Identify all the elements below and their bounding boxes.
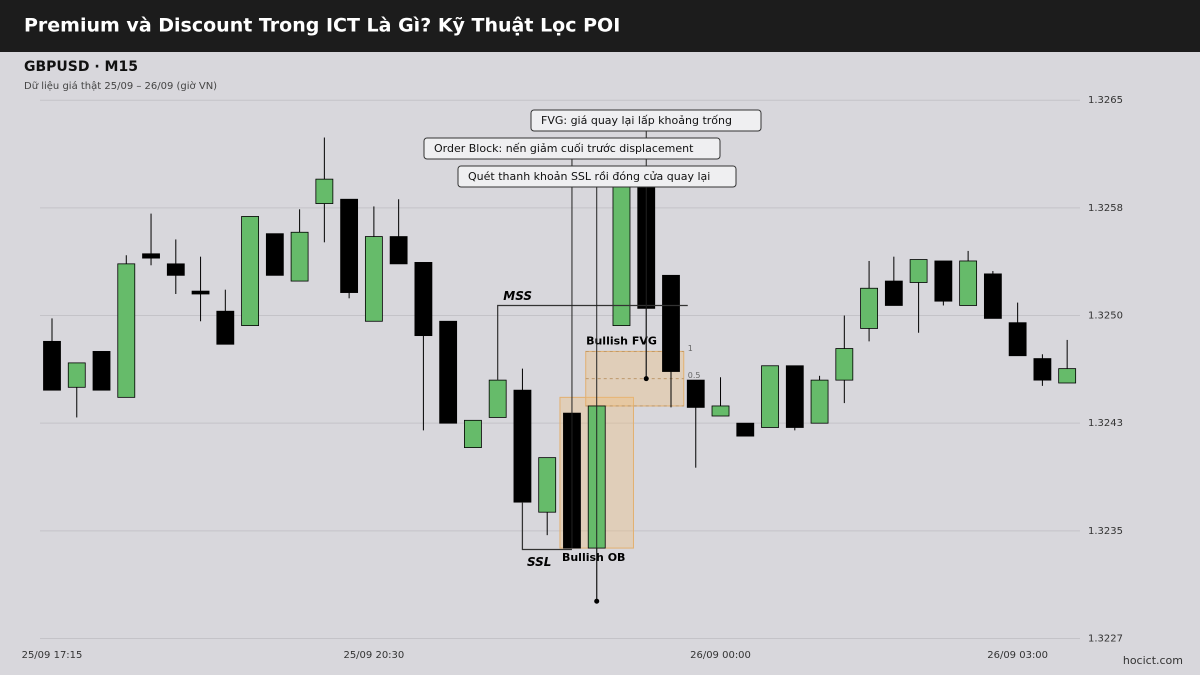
candle-body bbox=[92, 351, 111, 391]
mss-label: MSS bbox=[503, 289, 532, 303]
candle-body bbox=[736, 422, 755, 437]
candle-body bbox=[983, 273, 1002, 319]
candle-body bbox=[884, 280, 903, 306]
candle-body bbox=[315, 178, 334, 204]
callout-dot bbox=[643, 376, 649, 382]
candle-body bbox=[290, 231, 309, 282]
callout-text: Quét thanh khoản SSL rồi đóng cửa quay l… bbox=[468, 170, 710, 183]
y-tick-label: 1.3250 bbox=[1088, 311, 1123, 322]
candle-body bbox=[810, 379, 829, 424]
callout-text: Order Block: nến giảm cuối trước displac… bbox=[434, 142, 694, 155]
candle-body bbox=[860, 287, 878, 329]
candle-body bbox=[216, 310, 235, 345]
candle-body bbox=[1008, 322, 1027, 357]
candle-body bbox=[488, 379, 507, 418]
x-tick-label: 25/09 20:30 bbox=[343, 650, 404, 661]
candle-body bbox=[761, 365, 779, 428]
candle-body bbox=[340, 198, 359, 293]
candle-body bbox=[959, 260, 978, 306]
x-tick-label: 25/09 17:15 bbox=[22, 650, 83, 661]
candle-body bbox=[117, 263, 136, 398]
candle-body bbox=[364, 236, 383, 322]
chart-title: GBPUSD · M15 bbox=[24, 59, 138, 75]
candle-body bbox=[166, 263, 185, 276]
candle-body bbox=[241, 216, 259, 326]
ssl-line bbox=[521, 502, 572, 551]
callout-box bbox=[530, 109, 762, 132]
header-title: Premium và Discount Trong ICT Là Gì? Kỹ … bbox=[24, 15, 620, 37]
candle-body bbox=[414, 262, 433, 337]
candle-body bbox=[142, 253, 160, 259]
candle-body bbox=[612, 185, 631, 326]
candle-body bbox=[686, 379, 705, 408]
candle-body bbox=[191, 290, 210, 295]
fib-label: 0.5 bbox=[688, 371, 701, 380]
site-footer: hocict.com bbox=[1123, 654, 1183, 667]
ssl-label: SSL bbox=[527, 555, 552, 569]
y-tick-label: 1.3227 bbox=[1088, 634, 1123, 645]
callout-text: FVG: giá quay lại lấp khoảng trống bbox=[541, 114, 732, 127]
candle-body bbox=[662, 274, 680, 372]
candle-body bbox=[439, 320, 458, 424]
ob-label: Bullish OB bbox=[562, 551, 625, 564]
x-tick-label: 26/09 03:00 bbox=[987, 650, 1048, 661]
candle-body bbox=[934, 260, 953, 302]
y-tick-label: 1.3243 bbox=[1088, 418, 1123, 429]
candle-body bbox=[538, 457, 557, 513]
candle-body bbox=[909, 259, 928, 283]
candle-body bbox=[1058, 368, 1077, 384]
callout-dot bbox=[594, 598, 600, 604]
callout-box bbox=[457, 165, 737, 188]
x-tick-label: 26/09 00:00 bbox=[690, 650, 751, 661]
y-tick-label: 1.3265 bbox=[1088, 95, 1123, 106]
candle-body bbox=[389, 236, 408, 265]
candle-body bbox=[1033, 358, 1052, 381]
y-tick-label: 1.3235 bbox=[1088, 526, 1123, 537]
candle-body bbox=[513, 389, 532, 503]
mss-line bbox=[497, 304, 688, 381]
candle-body bbox=[67, 362, 86, 388]
candle-body bbox=[711, 405, 730, 417]
candle-body bbox=[43, 340, 61, 391]
callout-box bbox=[423, 137, 721, 160]
fvg-label: Bullish FVG bbox=[586, 334, 657, 347]
chart-subtitle: Dữ liệu giá thật 25/09 – 26/09 (giờ VN) bbox=[24, 80, 217, 92]
candle-body bbox=[835, 348, 854, 381]
header-bar bbox=[0, 0, 1200, 52]
fib-label: 1 bbox=[688, 344, 693, 353]
candle-body bbox=[785, 365, 804, 428]
y-tick-label: 1.3258 bbox=[1088, 203, 1123, 214]
candle-body bbox=[464, 419, 482, 448]
candle-body bbox=[265, 233, 284, 276]
